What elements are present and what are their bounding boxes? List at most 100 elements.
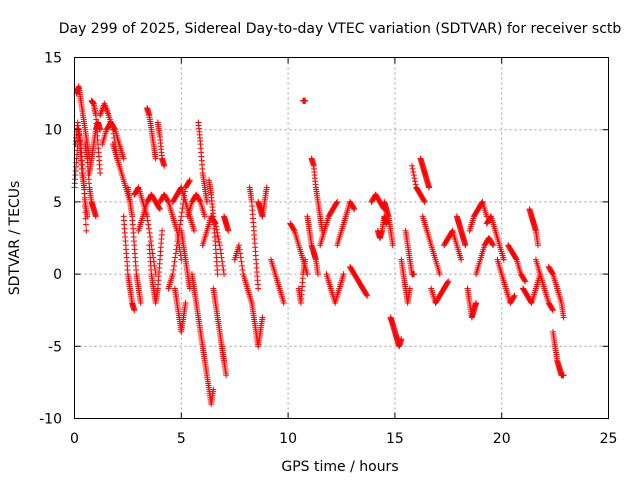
data-point [263,184,270,191]
data-point [383,220,390,227]
data-point [549,307,556,314]
data-point [92,213,99,220]
data-point [490,242,497,249]
data-point [82,221,89,228]
data-point [398,336,405,343]
data-point [333,199,340,206]
data-point [458,256,465,263]
data-point [560,314,567,321]
data-point [218,254,225,261]
data-point [147,238,154,245]
data-point [216,239,223,246]
data-point [521,277,528,284]
data-point [177,217,184,224]
data-point [489,241,496,248]
data-point [302,256,309,263]
data-point [182,299,189,306]
data-point [487,214,494,221]
data-point [255,285,262,292]
data-point [145,221,152,228]
data-point [302,97,309,104]
data-point [171,258,178,265]
data-point [549,270,556,277]
data-point [82,209,89,216]
data-point [280,299,287,306]
data-point [334,198,341,205]
data-point [134,185,141,192]
data-point [238,258,245,265]
data-point [412,181,419,188]
data-point [172,250,179,257]
x-tick-label: 5 [177,431,186,447]
data-point [146,229,153,236]
data-point [410,168,417,175]
data-point [186,178,193,185]
data-point [120,155,127,162]
data-point [478,199,485,206]
data-point [510,293,517,300]
data-point [170,262,177,269]
data-point [389,242,396,249]
data-points [71,83,567,408]
data-point [83,227,90,234]
data-point [82,215,89,222]
grid-lines [74,57,609,419]
data-point [290,226,297,233]
data-point [164,197,171,204]
data-point [527,298,534,305]
data-point [111,125,118,132]
data-point [225,227,232,234]
data-point [522,278,529,285]
data-point [237,250,244,257]
data-point [81,190,88,197]
data-point [436,271,443,278]
data-point [445,278,452,285]
data-point [173,246,180,253]
y-tick-label: 0 [53,267,62,283]
data-point [178,209,185,216]
data-point [412,178,419,185]
data-point [137,299,144,306]
x-tick-label: 15 [386,431,404,447]
data-point [219,262,226,269]
x-tick-label: 20 [493,431,511,447]
data-point [196,197,203,204]
data-point [223,372,230,379]
data-point [408,162,415,169]
y-tick-label: 10 [44,123,62,139]
x-tick-label: 25 [600,431,618,447]
data-point [174,242,181,249]
data-point [201,213,208,220]
data-point [220,266,227,273]
y-tick-label: -10 [39,412,62,428]
data-point [177,185,184,192]
data-point [177,221,184,228]
data-point [203,198,210,205]
data-point [462,242,469,249]
data-point [210,386,217,393]
data-point [131,307,138,314]
data-point [236,246,243,253]
data-point [191,227,198,234]
x-tick-label: 10 [279,431,297,447]
data-point [82,203,89,210]
data-point [152,155,159,162]
data-point [351,206,358,213]
data-point [406,285,413,292]
data-point [170,266,177,273]
data-point [221,271,228,278]
data-point [426,184,433,191]
y-tick-label: -5 [48,339,62,355]
data-point [421,198,428,205]
data-point [560,372,567,379]
data-point [340,271,347,278]
data-point [159,227,166,234]
data-point [145,225,152,232]
data-point [169,271,176,278]
data-point [161,162,168,169]
data-point [214,232,221,239]
data-point [513,255,520,262]
data-point [549,306,556,313]
data-point [448,228,455,235]
